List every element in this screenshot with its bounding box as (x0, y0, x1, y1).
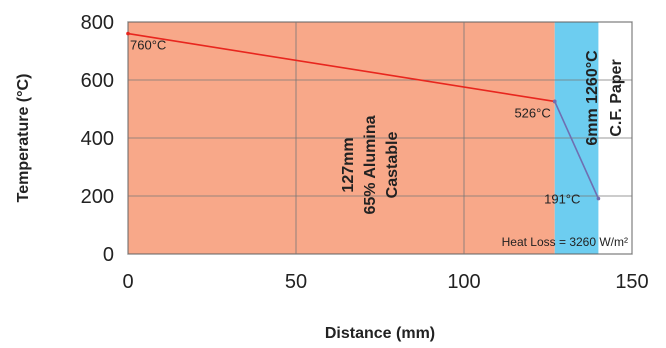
series-layer (126, 31, 601, 201)
y-tick-label: 800 (81, 12, 114, 34)
data-point (596, 196, 601, 201)
x-tick-label: 50 (285, 271, 307, 293)
annotation-label: 526°C (514, 105, 550, 120)
y-axis-title: Temperature (°C) (15, 74, 32, 203)
y-tick-label: 600 (81, 70, 114, 92)
region-label-line: 6mm 1260°C (584, 50, 601, 146)
grid-layer: 0 200 400 600 800 0 50 100 150 (81, 12, 649, 293)
label-layer: 760°C 526°C 191°C 127mm 65% Alumina Castable 6… (130, 38, 625, 215)
region-label-line: 127mm (340, 137, 357, 192)
data-point (552, 99, 557, 104)
x-axis-title: Distance (mm) (325, 325, 435, 342)
data-point (126, 31, 130, 36)
heat-loss-note: Heat Loss = 3260 W/m² (502, 235, 628, 249)
x-tick-label: 150 (615, 271, 648, 293)
y-tick-label: 200 (81, 186, 114, 208)
region-label-line: C.F. Paper (608, 59, 625, 136)
region-label-line: 65% Alumina (362, 115, 379, 214)
series-line-0 (127, 32, 555, 103)
x-tick-label: 100 (447, 271, 480, 293)
region-label-0: 127mm 65% Alumina Castable (340, 115, 401, 214)
x-tick-label: 0 (122, 271, 133, 293)
region-label-line: Castable (384, 132, 401, 199)
y-tick-label: 400 (81, 128, 114, 150)
region-label-1: 6mm 1260°C C.F. Paper (584, 50, 625, 146)
annotation-label: 191°C (544, 192, 580, 207)
annotation-label: 760°C (130, 38, 166, 53)
y-tick-label: 0 (103, 244, 114, 266)
series-line-1 (553, 101, 600, 199)
